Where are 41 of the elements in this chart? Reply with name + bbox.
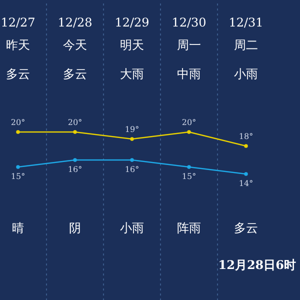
text: 晴 bbox=[12, 221, 24, 235]
data-label: 15° bbox=[182, 172, 196, 181]
text: 今天 bbox=[63, 38, 87, 52]
text: 阴 bbox=[69, 221, 81, 235]
text: 多云 bbox=[234, 221, 258, 235]
x-tick-label: 12/30 bbox=[172, 16, 206, 30]
text: 昨天 bbox=[6, 38, 30, 52]
text: 阵雨 bbox=[177, 221, 201, 235]
data-label: 20° bbox=[68, 118, 82, 127]
data-label: 16° bbox=[68, 165, 82, 174]
point bbox=[130, 158, 134, 162]
x-tick-label: 12/28 bbox=[58, 16, 92, 30]
text: 小雨 bbox=[120, 221, 144, 235]
data-label: 20° bbox=[10, 118, 26, 127]
text: 大雨 bbox=[120, 67, 144, 81]
point bbox=[73, 130, 77, 134]
x-tick-label: 12/29 bbox=[114, 16, 150, 30]
point bbox=[244, 172, 248, 176]
x-tick-label: 12/31 bbox=[228, 16, 264, 30]
point bbox=[130, 137, 134, 141]
point bbox=[187, 165, 191, 169]
text: 多云 bbox=[6, 67, 30, 81]
point bbox=[73, 158, 77, 162]
point bbox=[16, 165, 20, 169]
text: 明天 bbox=[120, 38, 144, 52]
text: 周二 bbox=[234, 38, 258, 52]
text: 小雨 bbox=[234, 67, 258, 81]
data-label: 20° bbox=[182, 118, 196, 127]
point bbox=[16, 130, 20, 134]
text: 多云 bbox=[63, 67, 87, 81]
x-tick-label: 12/27 bbox=[0, 16, 36, 30]
data-label: 19° bbox=[124, 125, 140, 134]
data-label: 18° bbox=[238, 132, 254, 141]
data-label: 15° bbox=[10, 172, 26, 181]
data-label: 16° bbox=[124, 165, 140, 174]
text: 12月28日6时 bbox=[218, 258, 296, 272]
point bbox=[244, 144, 248, 148]
data-label: 14° bbox=[238, 179, 254, 188]
point bbox=[187, 130, 191, 134]
text: 中雨 bbox=[177, 67, 201, 81]
text: 周一 bbox=[177, 38, 201, 52]
